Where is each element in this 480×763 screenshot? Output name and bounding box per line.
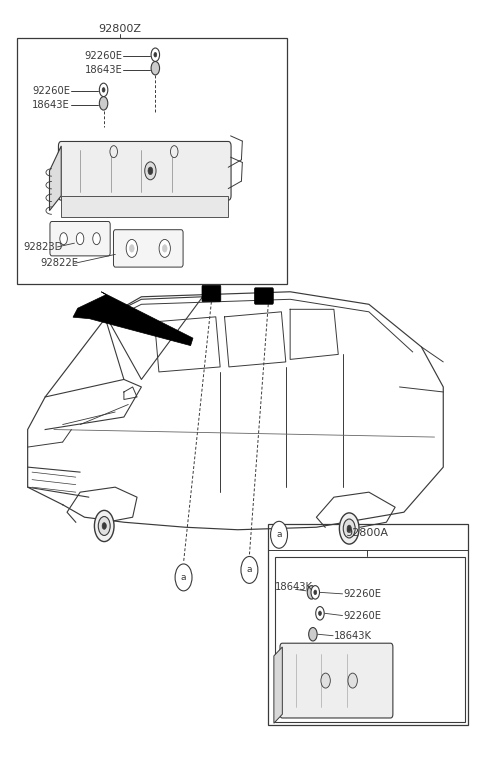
Text: 92822E: 92822E <box>40 259 78 269</box>
Circle shape <box>93 233 100 245</box>
FancyBboxPatch shape <box>113 230 183 267</box>
Circle shape <box>154 53 157 57</box>
Circle shape <box>159 240 170 257</box>
Circle shape <box>76 233 84 245</box>
Circle shape <box>319 611 322 616</box>
Text: 92823D: 92823D <box>24 242 63 252</box>
Circle shape <box>316 607 324 620</box>
Circle shape <box>307 586 316 599</box>
Circle shape <box>99 97 108 110</box>
Circle shape <box>311 586 320 599</box>
Circle shape <box>347 525 351 532</box>
Text: 92260E: 92260E <box>344 589 382 599</box>
Circle shape <box>339 513 359 544</box>
Circle shape <box>102 88 105 92</box>
Circle shape <box>126 240 137 257</box>
Circle shape <box>343 519 355 538</box>
Polygon shape <box>274 647 282 723</box>
Circle shape <box>110 146 118 158</box>
Circle shape <box>99 83 108 97</box>
Text: a: a <box>247 565 252 575</box>
Circle shape <box>151 62 159 75</box>
Polygon shape <box>49 146 61 211</box>
Text: 92800Z: 92800Z <box>98 24 142 34</box>
Text: 92800A: 92800A <box>346 528 388 538</box>
Circle shape <box>309 627 317 641</box>
Circle shape <box>175 564 192 591</box>
Circle shape <box>271 521 288 549</box>
FancyBboxPatch shape <box>50 221 110 256</box>
Circle shape <box>348 673 358 688</box>
Text: 92260E: 92260E <box>344 610 382 620</box>
Circle shape <box>151 48 159 62</box>
Circle shape <box>60 233 67 245</box>
Circle shape <box>130 245 134 252</box>
Bar <box>268 523 468 726</box>
Circle shape <box>170 146 178 158</box>
Text: a: a <box>181 573 186 582</box>
Text: 18643K: 18643K <box>275 582 313 592</box>
Text: 92260E: 92260E <box>32 86 70 96</box>
Bar <box>275 557 465 722</box>
Circle shape <box>148 167 153 175</box>
Text: 18643K: 18643K <box>334 631 372 641</box>
Text: 18643E: 18643E <box>32 100 70 110</box>
Circle shape <box>321 673 330 688</box>
Circle shape <box>102 523 106 530</box>
Text: a: a <box>276 530 282 539</box>
Bar <box>16 37 287 285</box>
Circle shape <box>162 245 167 252</box>
FancyBboxPatch shape <box>202 285 221 301</box>
Polygon shape <box>73 291 193 346</box>
Polygon shape <box>61 195 228 217</box>
Circle shape <box>145 162 156 180</box>
FancyBboxPatch shape <box>280 643 393 718</box>
FancyBboxPatch shape <box>59 141 231 200</box>
Circle shape <box>98 517 110 536</box>
Circle shape <box>241 556 258 584</box>
Text: 92260E: 92260E <box>85 51 123 61</box>
FancyBboxPatch shape <box>254 288 273 304</box>
Circle shape <box>95 510 114 542</box>
Text: 18643E: 18643E <box>85 65 122 75</box>
Circle shape <box>314 590 317 594</box>
